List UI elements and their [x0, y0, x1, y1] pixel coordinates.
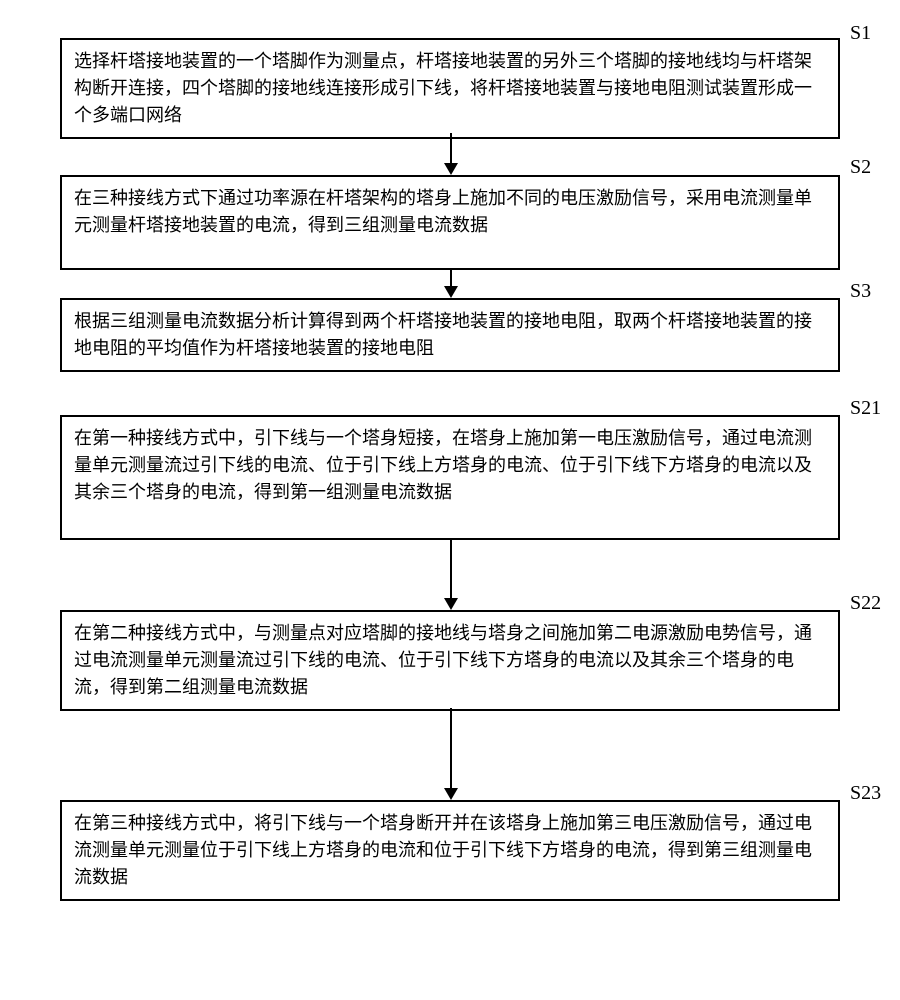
- step-s2-box: 在三种接线方式下通过功率源在杆塔架构的塔身上施加不同的电压激励信号，采用电流测量…: [60, 175, 840, 270]
- arrowhead-s1-s2: [444, 163, 458, 175]
- arrowhead-s22-s23: [444, 788, 458, 800]
- step-s2-label: S2: [850, 156, 871, 179]
- arrow-s2-s3: [450, 270, 452, 286]
- arrow-s1-s2: [450, 133, 452, 163]
- step-s23-label: S23: [850, 782, 881, 805]
- arrow-s22-s23: [450, 708, 452, 788]
- step-s3-box: 根据三组测量电流数据分析计算得到两个杆塔接地装置的接地电阻，取两个杆塔接地装置的…: [60, 298, 840, 372]
- arrowhead-s2-s3: [444, 286, 458, 298]
- arrow-s21-s22: [450, 540, 452, 598]
- step-s1-label: S1: [850, 22, 871, 45]
- step-s23-text: 在第三种接线方式中，将引下线与一个塔身断开并在该塔身上施加第三电压激励信号，通过…: [74, 813, 812, 887]
- step-s22-box: 在第二种接线方式中，与测量点对应塔脚的接地线与塔身之间施加第二电源激励电势信号，…: [60, 610, 840, 711]
- step-s21-label: S21: [850, 397, 881, 420]
- step-s22-label: S22: [850, 592, 881, 615]
- step-s21-text: 在第一种接线方式中，引下线与一个塔身短接，在塔身上施加第一电压激励信号，通过电流…: [74, 428, 812, 502]
- step-s2-text: 在三种接线方式下通过功率源在杆塔架构的塔身上施加不同的电压激励信号，采用电流测量…: [74, 188, 812, 235]
- step-s1-box: 选择杆塔接地装置的一个塔脚作为测量点，杆塔接地装置的另外三个塔脚的接地线均与杆塔…: [60, 38, 840, 139]
- step-s3-label: S3: [850, 280, 871, 303]
- step-s1-text: 选择杆塔接地装置的一个塔脚作为测量点，杆塔接地装置的另外三个塔脚的接地线均与杆塔…: [74, 51, 812, 125]
- step-s22-text: 在第二种接线方式中，与测量点对应塔脚的接地线与塔身之间施加第二电源激励电势信号，…: [74, 623, 812, 697]
- step-s21-box: 在第一种接线方式中，引下线与一个塔身短接，在塔身上施加第一电压激励信号，通过电流…: [60, 415, 840, 540]
- step-s23-box: 在第三种接线方式中，将引下线与一个塔身断开并在该塔身上施加第三电压激励信号，通过…: [60, 800, 840, 901]
- arrowhead-s21-s22: [444, 598, 458, 610]
- step-s3-text: 根据三组测量电流数据分析计算得到两个杆塔接地装置的接地电阻，取两个杆塔接地装置的…: [74, 311, 812, 358]
